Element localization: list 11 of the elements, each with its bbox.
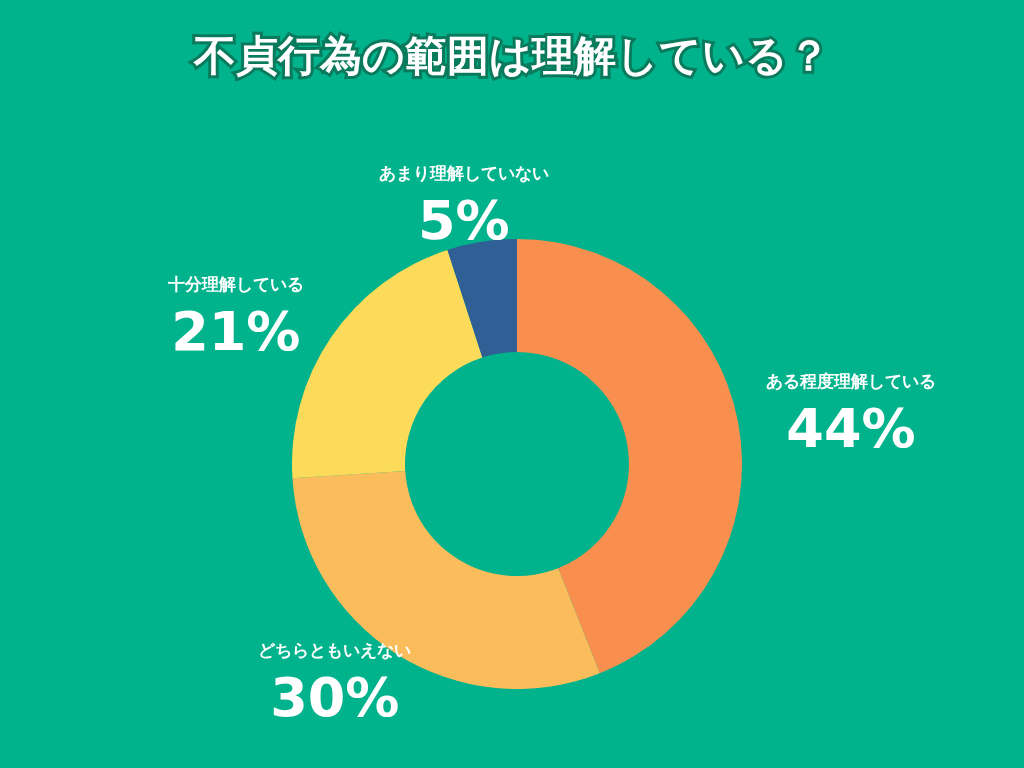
slice-label: あまり理解していない (378, 163, 549, 184)
data-label: 5% (417, 189, 510, 253)
data-label: 21% (171, 299, 301, 363)
donut-slice (517, 239, 742, 674)
slice-label: ある程度理解している (765, 371, 936, 392)
chart-title: 不貞行為の範囲は理解している？ (192, 30, 831, 82)
data-label: 30% (270, 665, 400, 729)
data-label: 44% (786, 397, 916, 461)
slice-label: 十分理解している (166, 273, 304, 294)
donut-slice (447, 239, 517, 358)
slice-label: どちらともいえない (258, 639, 412, 660)
